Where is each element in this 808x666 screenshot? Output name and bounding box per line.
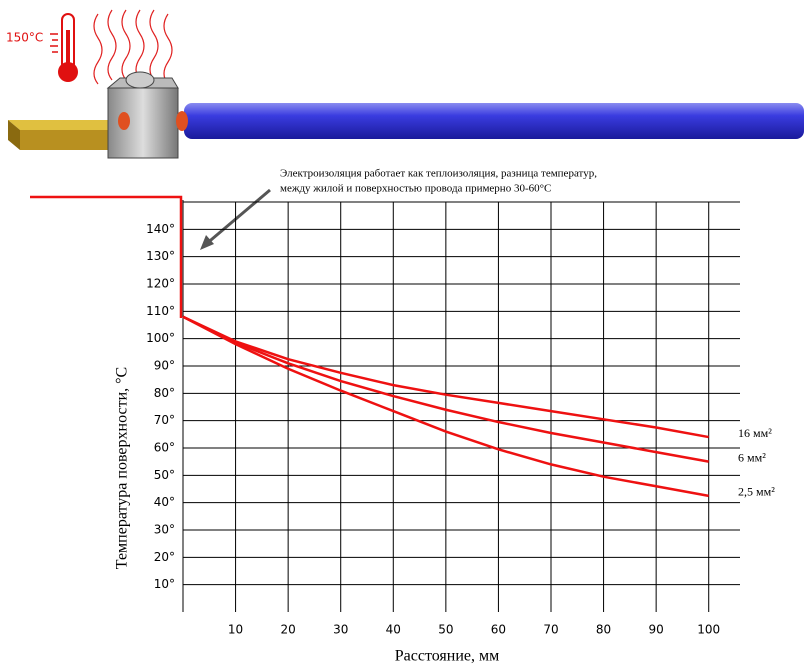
x-tick-label: 40 bbox=[386, 623, 401, 637]
x-tick-label: 80 bbox=[596, 623, 611, 637]
y-tick-label: 80° bbox=[154, 386, 175, 400]
x-tick-label: 30 bbox=[333, 623, 348, 637]
series-line bbox=[182, 315, 709, 463]
y-tick-label: 90° bbox=[154, 359, 175, 373]
annotation: между жилой и поверхностью провода приме… bbox=[280, 183, 551, 195]
x-tick-label: 70 bbox=[543, 623, 558, 637]
y-tick-label: 30° bbox=[154, 523, 175, 537]
x-tick-label: 20 bbox=[281, 623, 296, 637]
y-tick-label: 130° bbox=[146, 249, 175, 263]
core-temperature-line bbox=[30, 195, 183, 318]
illustration: 150°C bbox=[6, 9, 804, 159]
y-tick-label: 20° bbox=[154, 550, 175, 564]
series-label: 16 мм² bbox=[738, 426, 772, 440]
y-tick-label: 110° bbox=[146, 304, 175, 318]
annotation: Электроизоляция работает как теплоизоляц… bbox=[280, 168, 597, 180]
temperature-label: 150°C bbox=[6, 31, 43, 45]
x-tick-label: 60 bbox=[491, 623, 506, 637]
y-tick-label: 70° bbox=[154, 413, 175, 427]
y-tick-label: 100° bbox=[146, 331, 175, 345]
x-tick-label: 100 bbox=[697, 623, 720, 637]
x-axis-label: Расстояние, мм bbox=[395, 648, 500, 665]
y-tick-label: 50° bbox=[154, 468, 175, 482]
series-label: 2,5 мм² bbox=[738, 485, 775, 499]
x-tick-label: 90 bbox=[649, 623, 664, 637]
series-line bbox=[182, 315, 709, 439]
arrow-head bbox=[200, 235, 214, 250]
y-tick-label: 10° bbox=[154, 577, 175, 591]
x-tick-label: 50 bbox=[438, 623, 453, 637]
arrow bbox=[204, 188, 271, 247]
y-tick-label: 120° bbox=[146, 277, 175, 291]
series-line bbox=[182, 315, 709, 498]
series-label: 6 мм² bbox=[738, 450, 766, 464]
y-tick-label: 40° bbox=[154, 495, 175, 509]
y-tick-label: 140° bbox=[146, 222, 175, 236]
y-tick-label: 60° bbox=[154, 441, 175, 455]
x-tick-label: 10 bbox=[228, 623, 243, 637]
y-axis-label: Температура поверхности, °C bbox=[114, 367, 131, 569]
